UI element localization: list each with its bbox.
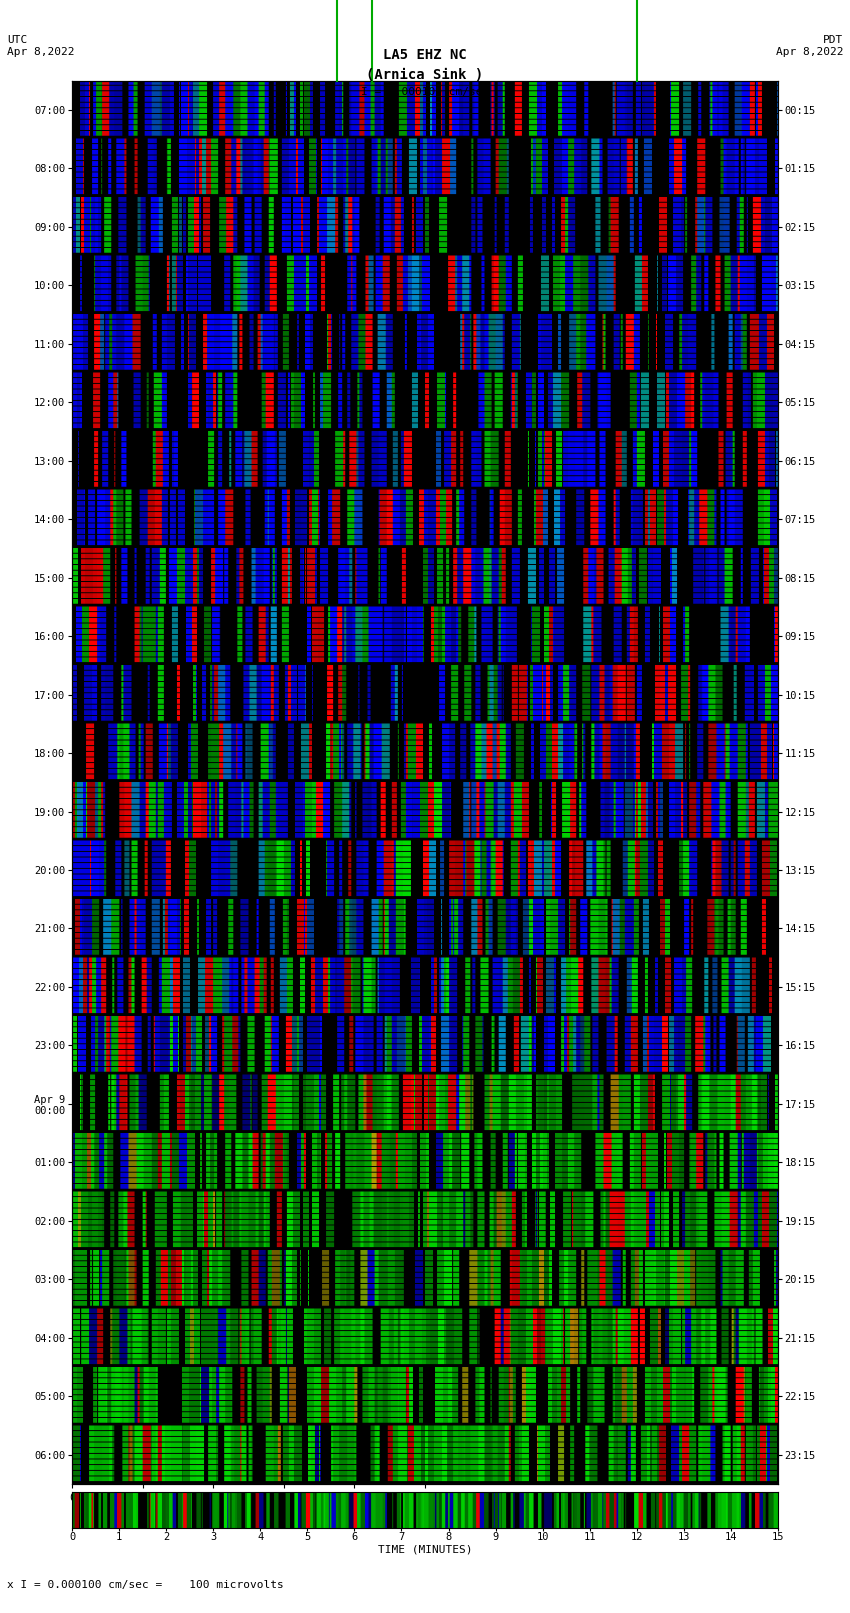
- Text: x I = 0.000100 cm/sec =    100 microvolts: x I = 0.000100 cm/sec = 100 microvolts: [7, 1581, 284, 1590]
- Text: I = 0.000100 cm/sec: I = 0.000100 cm/sec: [361, 87, 489, 97]
- Text: LA5 EHZ NC: LA5 EHZ NC: [383, 48, 467, 63]
- Text: (Arnica Sink ): (Arnica Sink ): [366, 68, 484, 82]
- Text: UTC
Apr 8,2022: UTC Apr 8,2022: [7, 35, 74, 56]
- X-axis label: TIME (MINUTES): TIME (MINUTES): [377, 1545, 473, 1555]
- Text: PDT
Apr 8,2022: PDT Apr 8,2022: [776, 35, 843, 56]
